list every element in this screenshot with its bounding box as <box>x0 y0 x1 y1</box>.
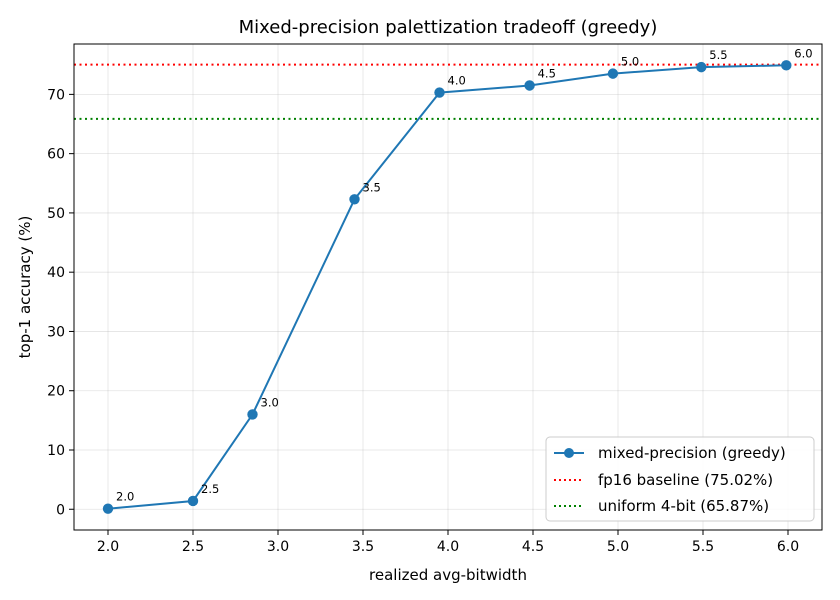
point-label: 4.0 <box>448 74 466 88</box>
data-point <box>187 495 199 507</box>
legend-marker-series <box>564 448 574 458</box>
data-point <box>524 80 535 91</box>
x-tick-label: 3.0 <box>267 539 289 555</box>
x-tick-label: 4.0 <box>437 539 459 555</box>
x-tick-label: 3.5 <box>352 539 374 555</box>
point-label: 2.5 <box>201 482 219 496</box>
data-point <box>349 194 360 205</box>
x-axis: 2.0 2.5 3.0 3.5 4.0 4.5 5.0 5.5 6.0 <box>97 530 799 555</box>
legend-label-uniform4: uniform 4-bit (65.87%) <box>598 497 769 515</box>
data-point <box>102 503 114 514</box>
data-point <box>247 409 258 420</box>
x-tick-label: 2.5 <box>182 539 204 555</box>
y-tick-label: 10 <box>47 443 65 459</box>
y-axis: 0 10 20 30 40 50 60 70 <box>47 87 74 518</box>
data-point <box>607 68 619 79</box>
point-label: 4.5 <box>538 66 556 80</box>
data-point <box>781 60 792 71</box>
x-tick-label: 5.0 <box>607 539 629 555</box>
y-tick-label: 0 <box>56 502 65 518</box>
x-tick-label: 6.0 <box>777 539 799 555</box>
legend-box <box>545 436 815 522</box>
legend-label-fp16: fp16 baseline (75.02%) <box>598 471 773 489</box>
y-tick-label: 70 <box>47 87 65 103</box>
point-label: 5.5 <box>709 48 727 62</box>
point-label: 2.0 <box>116 490 134 504</box>
series-layer: 2.0 2.5 3.0 3.5 4.0 4.5 5.0 5.5 6.0 <box>102 46 813 514</box>
x-tick-label: 2.0 <box>97 539 119 555</box>
y-tick-label: 20 <box>47 384 65 400</box>
y-axis-label: top-1 accuracy (%) <box>16 216 34 359</box>
x-tick-label: 5.5 <box>692 539 714 555</box>
y-tick-label: 40 <box>47 265 65 281</box>
x-tick-label: 4.5 <box>522 539 544 555</box>
data-point <box>696 61 707 73</box>
point-label: 3.0 <box>261 395 279 409</box>
legend: mixed-precision (greedy) fp16 baseline (… <box>545 436 815 522</box>
point-label: 6.0 <box>794 46 812 60</box>
point-label: 5.0 <box>621 55 639 69</box>
point-label: 3.5 <box>363 180 381 194</box>
x-axis-label: realized avg-bitwidth <box>369 566 527 584</box>
y-tick-label: 50 <box>47 206 65 222</box>
legend-label-series: mixed-precision (greedy) <box>598 444 786 462</box>
chart-title: Mixed-precision palettization tradeoff (… <box>239 17 658 38</box>
y-tick-label: 30 <box>47 324 65 340</box>
y-tick-label: 60 <box>47 147 65 163</box>
data-point <box>434 87 445 98</box>
